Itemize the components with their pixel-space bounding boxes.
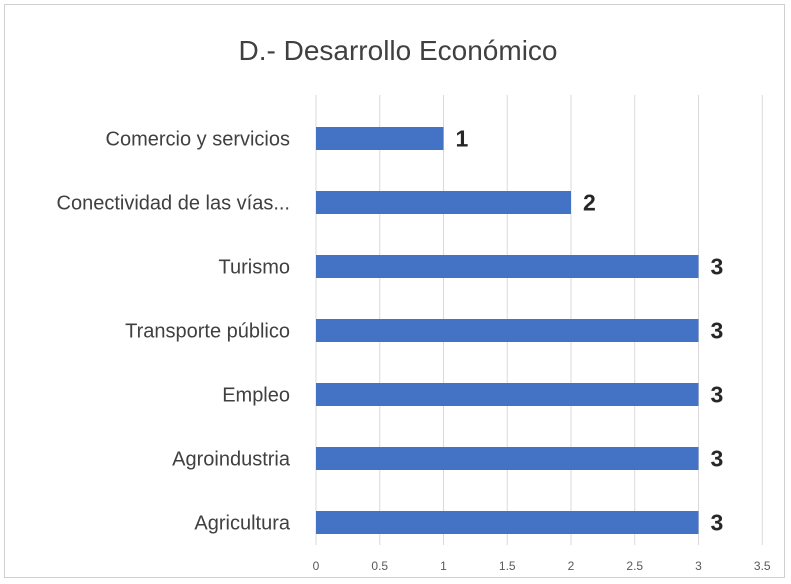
bar (316, 255, 699, 278)
bar (316, 319, 699, 342)
x-tick-label: 0 (313, 559, 320, 573)
x-tick-label: 2 (568, 559, 575, 573)
bar (316, 127, 444, 150)
x-tick-label: 1 (440, 559, 447, 573)
bars (316, 127, 699, 534)
x-tick-label: 3 (695, 559, 702, 573)
data-label: 3 (711, 446, 724, 472)
category-label: Agricultura (194, 513, 290, 535)
chart-title: D.- Desarrollo Económico (239, 35, 558, 66)
bar (316, 383, 699, 406)
x-tick-label: 1.5 (499, 559, 516, 573)
bar (316, 447, 699, 470)
category-label: Turismo (219, 257, 290, 279)
data-label: 3 (711, 254, 724, 280)
data-label: 3 (711, 382, 724, 408)
category-labels: Comercio y servicios Conectividad de las … (57, 129, 291, 535)
data-label: 3 (711, 510, 724, 536)
x-tick-label: 0.5 (371, 559, 388, 573)
bar (316, 511, 699, 534)
category-label: Comercio y servicios (106, 129, 290, 151)
data-label: 1 (456, 126, 469, 152)
category-label: Empleo (222, 385, 290, 407)
category-label: Conectividad de las vías... (57, 193, 290, 215)
category-label: Transporte público (125, 321, 290, 343)
x-tick-label: 3.5 (754, 559, 771, 573)
data-label: 3 (711, 318, 724, 344)
category-label: Agroindustria (172, 449, 291, 471)
x-tick-label: 2.5 (626, 559, 643, 573)
data-label: 2 (583, 190, 596, 216)
x-axis-ticks: 0 0.5 1 1.5 2 2.5 3 3.5 (313, 559, 771, 573)
data-labels: 1 2 3 3 3 3 3 (456, 126, 724, 536)
bar (316, 191, 571, 214)
chart-frame (4, 4, 785, 578)
